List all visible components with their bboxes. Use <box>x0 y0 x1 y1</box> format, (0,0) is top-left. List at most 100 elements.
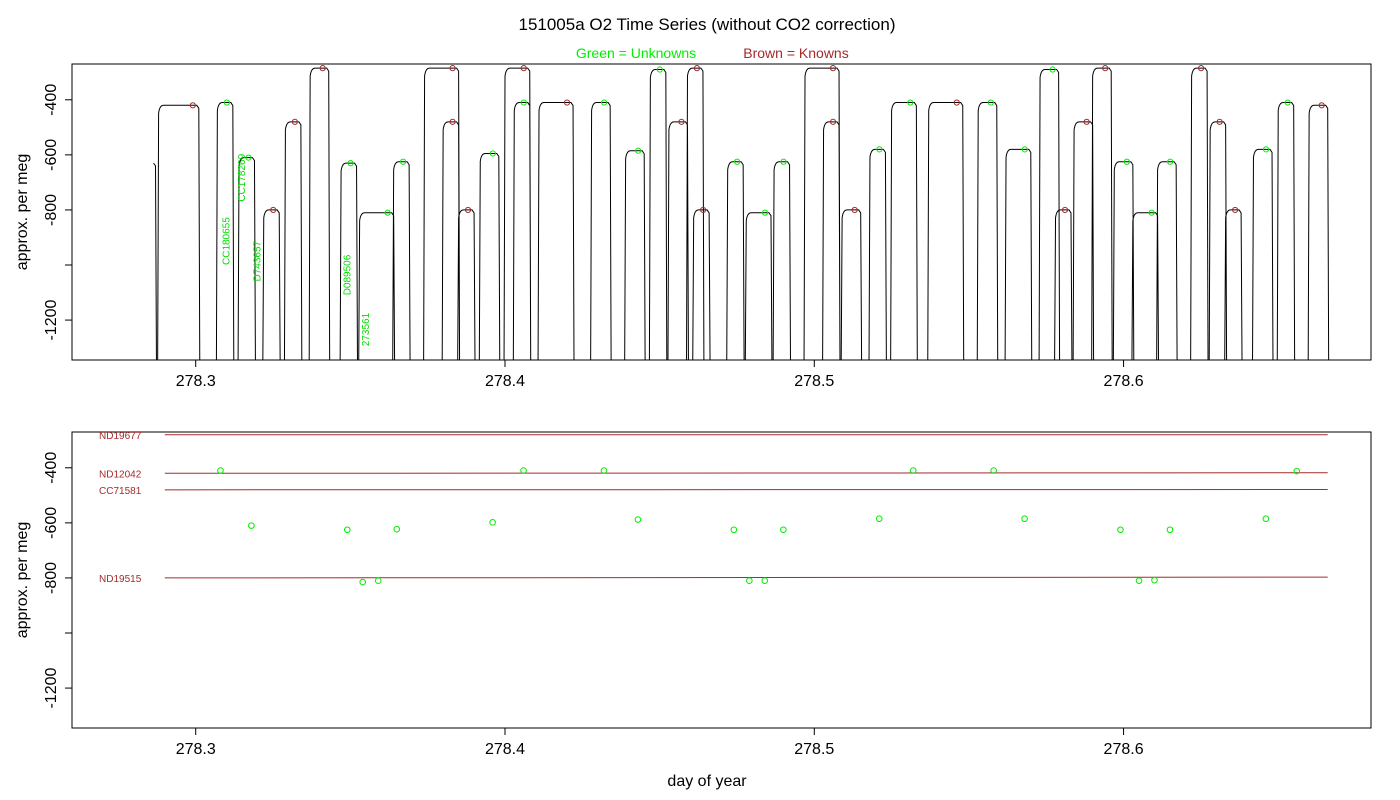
known-marker <box>449 65 456 72</box>
sample-label: D089506 <box>342 254 353 295</box>
top-x-tick-label: 278.6 <box>1104 373 1144 390</box>
known-marker <box>700 206 707 214</box>
unknown-point <box>1021 515 1028 523</box>
bottom-y-axis: -400 -600 -800 -1200 <box>43 452 72 709</box>
top-y-axis-label: approx. per meg <box>14 154 31 271</box>
known-marker <box>1232 206 1239 214</box>
reference-line <box>164 472 1328 474</box>
unknown-point <box>780 526 787 534</box>
known-marker <box>1083 118 1090 125</box>
legend-knowns: Brown = Knowns <box>743 45 848 61</box>
unknown-point <box>761 577 769 584</box>
unknown-marker <box>1284 99 1291 106</box>
reference-line <box>164 576 1328 579</box>
bottom-y-axis-label: approx. per meg <box>14 522 31 639</box>
known-marker <box>851 206 858 214</box>
top-plot-frame <box>71 63 1372 361</box>
top-y-tick-label: -600 <box>43 139 60 171</box>
unknown-point <box>634 516 642 523</box>
sample-label: CC180655 <box>222 217 233 265</box>
unknown-point <box>248 522 255 529</box>
unknown-marker <box>1167 158 1174 165</box>
unknown-point <box>730 526 738 534</box>
sample-label: 273561 <box>361 312 372 346</box>
unknown-marker <box>223 99 230 106</box>
bottom-y-tick-label: -400 <box>43 452 60 484</box>
unknown-marker <box>1123 158 1130 165</box>
unknown-marker <box>907 99 914 106</box>
unknown-point <box>1135 577 1143 584</box>
legend-unknowns: Green = Unknowns <box>576 45 696 61</box>
bottom-y-tick-label: -800 <box>43 562 60 594</box>
bottom-y-tick-label: -600 <box>43 507 60 539</box>
unknown-point <box>359 578 367 586</box>
known-marker <box>829 65 837 72</box>
unknown-point <box>520 467 527 474</box>
unknown-marker <box>1049 66 1056 73</box>
unknown-marker <box>347 160 354 167</box>
known-marker <box>520 65 527 72</box>
unknown-marker <box>520 99 527 106</box>
unknown-marker <box>489 150 496 157</box>
reference-line-label: ND12042 <box>99 469 142 480</box>
bottom-x-axis: 278.3 278.4 278.5 278.6 <box>176 728 1144 758</box>
unknown-point <box>1117 526 1124 534</box>
known-marker <box>1197 65 1205 72</box>
known-marker <box>464 206 472 214</box>
unknown-marker <box>876 146 883 153</box>
unknown-marker <box>780 158 787 165</box>
unknown-point <box>374 577 382 584</box>
known-marker <box>319 65 326 72</box>
known-marker <box>291 118 298 125</box>
unknown-point <box>875 515 883 523</box>
bottom-x-tick-label: 278.5 <box>794 741 834 758</box>
unknown-point <box>990 467 997 474</box>
sample-label: D743657 <box>253 240 264 281</box>
top-x-axis: 278.3 278.4 278.5 278.6 <box>176 360 1144 390</box>
top-x-tick-label: 278.5 <box>794 373 834 390</box>
unknown-point <box>393 525 401 533</box>
unknown-marker <box>384 209 391 216</box>
unknown-point <box>1293 467 1301 475</box>
bottom-y-tick-label: -1200 <box>43 668 60 709</box>
top-y-tick-label: -400 <box>43 84 60 116</box>
top-y-axis: -400 -600 -800 -1200 <box>43 84 72 341</box>
unknown-marker <box>656 66 663 73</box>
unknown-marker <box>761 209 769 216</box>
unknown-point <box>1151 576 1158 584</box>
unknown-marker <box>601 99 608 106</box>
unknown-marker <box>734 158 741 165</box>
unknown-marker <box>1021 146 1028 153</box>
unknown-marker <box>1148 209 1155 216</box>
top-x-tick-label: 278.3 <box>176 373 216 390</box>
bottom-x-tick-label: 278.6 <box>1104 741 1144 758</box>
unknown-point <box>217 467 224 474</box>
bottom-x-tick-label: 278.3 <box>176 741 216 758</box>
known-marker <box>953 99 960 106</box>
bottom-x-tick-label: 278.4 <box>485 741 525 758</box>
known-marker <box>563 99 571 106</box>
known-marker <box>1318 102 1325 109</box>
unknown-point <box>489 519 496 526</box>
unknown-marker <box>635 147 642 154</box>
sample-label: CC178269 <box>237 153 248 201</box>
o2-trace <box>153 67 1330 360</box>
top-y-tick-label: -1200 <box>43 300 60 341</box>
known-marker <box>693 65 701 72</box>
unknown-point <box>343 526 351 534</box>
unknown-marker <box>1262 146 1270 153</box>
known-marker <box>1102 65 1109 72</box>
known-marker <box>1216 118 1223 125</box>
bottom-plot-frame <box>71 431 1372 729</box>
top-panel: 278.3 278.4 278.5 278.6 -400 -600 -800 -1200 a… <box>14 63 1372 390</box>
unknown-marker <box>400 158 407 165</box>
unknown-point <box>746 577 753 584</box>
known-marker <box>189 102 196 109</box>
known-marker <box>678 118 685 125</box>
top-x-tick-label: 278.4 <box>485 373 525 390</box>
x-axis-label: day of year <box>667 773 747 790</box>
known-marker <box>1061 206 1069 214</box>
top-y-tick-label: -800 <box>43 194 60 226</box>
chart-title: 151005a O2 Time Series (without CO2 corr… <box>518 15 895 34</box>
known-marker <box>449 118 456 125</box>
